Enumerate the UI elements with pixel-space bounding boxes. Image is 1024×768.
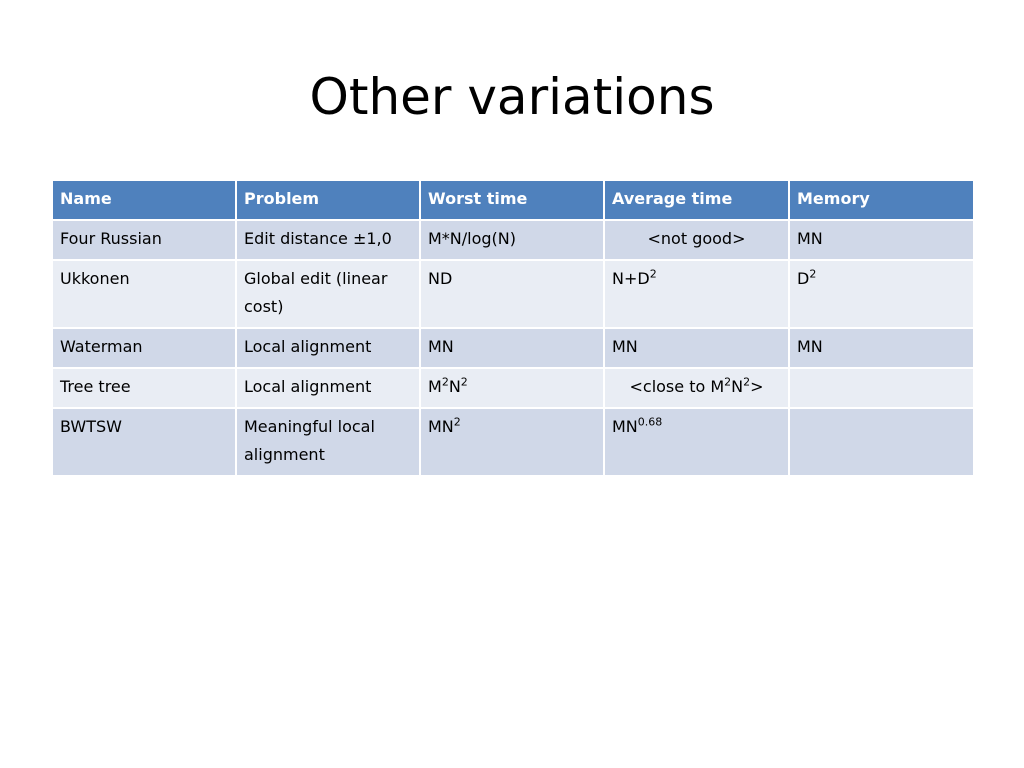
- cell-name: Tree tree: [51, 367, 237, 409]
- average-exponent: 2: [724, 375, 732, 389]
- header-worst-time: Worst time: [419, 179, 605, 221]
- cell-memory: D2: [788, 259, 975, 329]
- table-row: BWTSW Meaningful local alignment MN2 MN0…: [51, 407, 975, 477]
- cell-average-time: MN: [603, 327, 790, 369]
- cell-worst-time: MN2: [419, 407, 605, 477]
- worst-base: MN: [428, 417, 454, 436]
- table-row: Ukkonen Global edit (linear cost) ND N+D…: [51, 259, 975, 329]
- worst-part: N: [448, 377, 461, 396]
- cell-worst-time: M2N2: [419, 367, 605, 409]
- header-memory: Memory: [788, 179, 975, 221]
- table-row: Tree tree Local alignment M2N2 <close to…: [51, 367, 975, 409]
- average-exponent: 2: [649, 267, 657, 281]
- average-exponent: 0.68: [637, 415, 663, 429]
- average-part: >: [750, 377, 764, 396]
- cell-memory: MN: [788, 219, 975, 261]
- cell-average-time: N+D2: [603, 259, 790, 329]
- cell-average-time: <close to M2N2>: [603, 367, 790, 409]
- cell-name: BWTSW: [51, 407, 237, 477]
- cell-memory: [788, 407, 975, 477]
- worst-exponent: 2: [460, 375, 468, 389]
- table-header-row: Name Problem Worst time Average time Mem…: [51, 179, 975, 221]
- cell-problem: Local alignment: [235, 367, 421, 409]
- header-name: Name: [51, 179, 237, 221]
- cell-average-time: <not good>: [603, 219, 790, 261]
- memory-exponent: 2: [809, 267, 817, 281]
- cell-problem: Meaningful local alignment: [235, 407, 421, 477]
- worst-part: M: [428, 377, 442, 396]
- table-row: Waterman Local alignment MN MN MN: [51, 327, 975, 369]
- header-average-time: Average time: [603, 179, 790, 221]
- average-part: N: [731, 377, 744, 396]
- cell-problem: Local alignment: [235, 327, 421, 369]
- cell-worst-time: MN: [419, 327, 605, 369]
- cell-problem: Global edit (linear cost): [235, 259, 421, 329]
- cell-name: Waterman: [51, 327, 237, 369]
- header-problem: Problem: [235, 179, 421, 221]
- cell-average-time: MN0.68: [603, 407, 790, 477]
- cell-name: Ukkonen: [51, 259, 237, 329]
- cell-problem: Edit distance ±1,0: [235, 219, 421, 261]
- cell-worst-time: ND: [419, 259, 605, 329]
- cell-name: Four Russian: [51, 219, 237, 261]
- variations-table: Name Problem Worst time Average time Mem…: [51, 179, 975, 477]
- memory-base: D: [797, 269, 810, 288]
- average-part: <close to M: [629, 377, 725, 396]
- cell-memory: [788, 367, 975, 409]
- cell-worst-time: M*N/log(N): [419, 219, 605, 261]
- cell-memory: MN: [788, 327, 975, 369]
- average-base: MN: [612, 417, 638, 436]
- table-row: Four Russian Edit distance ±1,0 M*N/log(…: [51, 219, 975, 261]
- average-base: N+D: [612, 269, 650, 288]
- worst-exponent: 2: [453, 415, 461, 429]
- average-exponent: 2: [743, 375, 751, 389]
- slide-title: Other variations: [309, 68, 715, 126]
- worst-exponent: 2: [441, 375, 449, 389]
